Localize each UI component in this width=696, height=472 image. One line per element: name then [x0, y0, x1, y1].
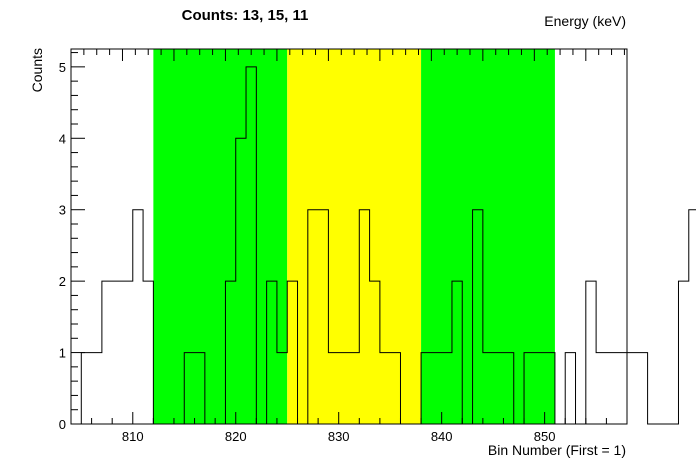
y-tick-label: 0: [59, 417, 66, 432]
tick-labels: 8108208308408500123452862882902922942962…: [59, 60, 556, 444]
top-axis-title: Energy (keV): [544, 13, 626, 29]
x-axis-title: Bin Number (First = 1): [488, 442, 626, 458]
histogram-bar: [92, 353, 102, 424]
region-right: [421, 49, 555, 424]
y-tick-label: 2: [59, 274, 66, 289]
chart-title: Counts: 13, 15, 11: [182, 7, 309, 24]
x-tick-label: 840: [431, 429, 453, 444]
histogram-bar: [617, 353, 627, 424]
histogram-bar: [565, 353, 575, 424]
x-tick-label: 820: [225, 429, 247, 444]
histogram-bar: [689, 210, 696, 424]
histogram-bar: [678, 281, 688, 424]
region-bands: [153, 49, 555, 424]
y-axis-title: Counts: [29, 48, 45, 92]
y-tick-label: 5: [59, 60, 66, 75]
plot-frame: [70, 48, 628, 425]
histogram-bar: [637, 353, 647, 424]
axis-ticks: [70, 49, 628, 425]
histogram-bar: [133, 210, 143, 424]
histogram-bar: [81, 353, 91, 424]
histogram-bar: [586, 281, 596, 424]
histogram-bar: [606, 353, 616, 424]
histogram-bar: [596, 353, 606, 424]
y-tick-label: 3: [59, 203, 66, 218]
x-tick-label: 850: [534, 429, 556, 444]
region-peak: [287, 49, 422, 424]
histogram-bar: [122, 281, 132, 424]
histogram: [71, 66, 696, 425]
y-tick-label: 1: [59, 346, 66, 361]
x-tick-label: 810: [122, 429, 144, 444]
histogram-bar: [112, 281, 122, 424]
histogram-outline: [71, 66, 696, 425]
x-tick-label: 830: [328, 429, 350, 444]
y-tick-label: 4: [59, 131, 66, 146]
histogram-bar: [102, 281, 112, 424]
histogram-bar: [143, 281, 153, 424]
histogram-bar: [627, 353, 637, 424]
region-left: [153, 49, 288, 424]
